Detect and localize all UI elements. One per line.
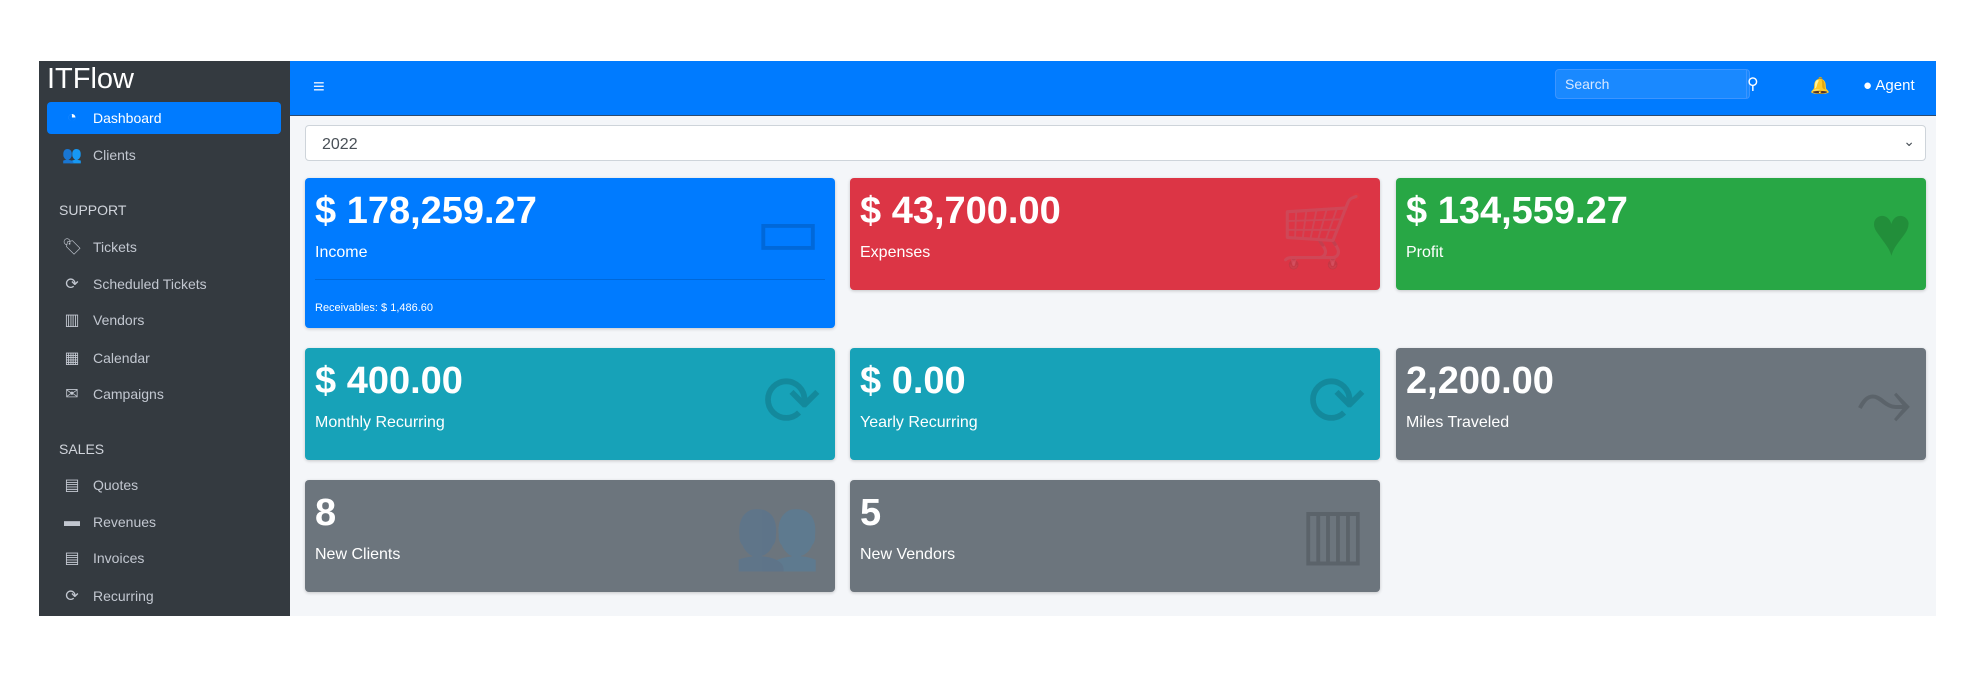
invoice-icon: ▤: [64, 550, 80, 567]
stat-label: Yearly Recurring: [860, 414, 978, 431]
stat-label: Monthly Recurring: [315, 414, 445, 431]
dashboard-icon: ◔: [67, 109, 77, 126]
user-circle-icon: ●: [1863, 77, 1873, 94]
menu-toggle-icon[interactable]: ≡: [313, 76, 325, 98]
sidebar-item-campaigns[interactable]: ✉ Campaigns: [47, 378, 281, 410]
sidebar-item-invoices[interactable]: ▤ Invoices: [47, 542, 281, 574]
cart-icon: 🛒: [1278, 192, 1366, 270]
year-select-value: 2022: [322, 136, 358, 153]
year-select[interactable]: 2022 ⌄: [305, 125, 1926, 161]
sidebar-item-tickets[interactable]: 🏷 Tickets: [47, 231, 281, 263]
stat-label: Profit: [1406, 244, 1444, 261]
stat-card-miles-traveled[interactable]: 2,200.00 Miles Traveled ⤳: [1396, 348, 1926, 460]
stat-value: $ 400.00: [315, 360, 463, 402]
users-icon: 👥: [62, 147, 82, 164]
user-menu[interactable]: ● Agent: [1863, 77, 1915, 94]
sidebar-item-vendors[interactable]: ▥ Vendors: [47, 304, 281, 336]
search-icon: ⚲: [1747, 76, 1759, 93]
sync-icon: ⟳: [65, 588, 79, 605]
sidebar-item-dashboard[interactable]: ◔ Dashboard: [47, 102, 281, 134]
tags-icon: 🏷: [61, 239, 83, 256]
stat-value: $ 178,259.27: [315, 190, 537, 232]
stat-value: $ 134,559.27: [1406, 190, 1628, 232]
brand-logo[interactable]: ITFlow: [47, 63, 134, 95]
heart-icon: ♥: [1870, 192, 1912, 270]
sidebar-item-label: Tickets: [93, 239, 137, 255]
sidebar-item-label: Revenues: [93, 514, 157, 530]
stat-label: Miles Traveled: [1406, 414, 1510, 431]
users-icon: 👥: [733, 494, 821, 572]
route-icon: ⤳: [1856, 362, 1912, 440]
sidebar-item-label: Clients: [93, 147, 136, 163]
sync-icon: ⟳: [65, 276, 79, 293]
stat-value: 8: [315, 492, 337, 534]
sidebar-item-label: Dashboard: [93, 110, 162, 126]
sidebar-item-label: Campaigns: [93, 386, 164, 402]
file-icon: ▤: [64, 477, 80, 494]
stat-card-new-vendors[interactable]: 5 New Vendors ▥: [850, 480, 1380, 592]
sidebar-item-label: Quotes: [93, 477, 139, 493]
envelope-icon: ✉: [65, 386, 79, 403]
bell-icon[interactable]: 🔔: [1810, 78, 1830, 95]
stat-value: 2,200.00: [1406, 360, 1554, 402]
sidebar-item-label: Scheduled Tickets: [93, 276, 207, 292]
section-header-sales: SALES: [59, 441, 105, 457]
sync-icon: ⟳: [762, 362, 821, 440]
stat-label: Income: [315, 244, 368, 261]
sidebar-item-calendar[interactable]: ▦ Calendar: [47, 342, 281, 374]
sidebar-item-quotes[interactable]: ▤ Quotes: [47, 469, 281, 501]
credit-card-icon: ▬: [64, 513, 80, 530]
search-button[interactable]: ⚲: [1746, 70, 1759, 98]
building-icon: ▥: [1299, 494, 1366, 572]
stat-card-yearly-recurring[interactable]: $ 0.00 Yearly Recurring ⟳: [850, 348, 1380, 460]
sidebar-item-label: Calendar: [93, 350, 150, 366]
stat-card-income[interactable]: $ 178,259.27 Income ▭ Receivables: $ 1,48…: [305, 178, 835, 328]
stat-card-monthly-recurring[interactable]: $ 400.00 Monthly Recurring ⟳: [305, 348, 835, 460]
sidebar-item-clients[interactable]: 👥 Clients: [47, 139, 281, 171]
stat-card-expenses[interactable]: $ 43,700.00 Expenses 🛒: [850, 178, 1380, 290]
sidebar-item-recurring[interactable]: ⟳ Recurring: [47, 580, 281, 612]
stat-label: Expenses: [860, 244, 931, 261]
building-icon: ▥: [64, 312, 80, 329]
stat-label: New Vendors: [860, 546, 956, 563]
stat-card-new-clients[interactable]: 8 New Clients 👥: [305, 480, 835, 592]
stat-card-profit[interactable]: $ 134,559.27 Profit ♥: [1396, 178, 1926, 290]
search-form: ⚲: [1555, 69, 1759, 99]
sidebar-item-label: Vendors: [93, 312, 145, 328]
sidebar-item-label: Invoices: [93, 550, 145, 566]
stat-label: New Clients: [315, 546, 401, 563]
sidebar-item-scheduled-tickets[interactable]: ⟳ Scheduled Tickets: [47, 268, 281, 300]
calendar-icon: ▦: [64, 350, 80, 367]
sync-icon: ⟳: [1307, 362, 1366, 440]
sidebar: ITFlow ◔ Dashboard 👥 Clients SUPPORT 🏷 Tick…: [39, 61, 290, 616]
stat-value: $ 43,700.00: [860, 190, 1061, 232]
receivables-footer: Receivables: $ 1,486.60: [315, 279, 825, 314]
credit-card-icon: ▭: [754, 192, 821, 270]
search-input[interactable]: [1556, 70, 1746, 98]
stat-value: 5: [860, 492, 882, 534]
sidebar-item-revenues[interactable]: ▬ Revenues: [47, 506, 281, 538]
section-header-support: SUPPORT: [59, 202, 127, 218]
sidebar-item-label: Recurring: [93, 588, 154, 604]
top-navbar: ≡ ⚲ 🔔 ● Agent: [290, 61, 1936, 116]
stat-value: $ 0.00: [860, 360, 966, 402]
chevron-down-icon: ⌄: [1903, 133, 1915, 149]
user-name: Agent: [1875, 77, 1915, 94]
